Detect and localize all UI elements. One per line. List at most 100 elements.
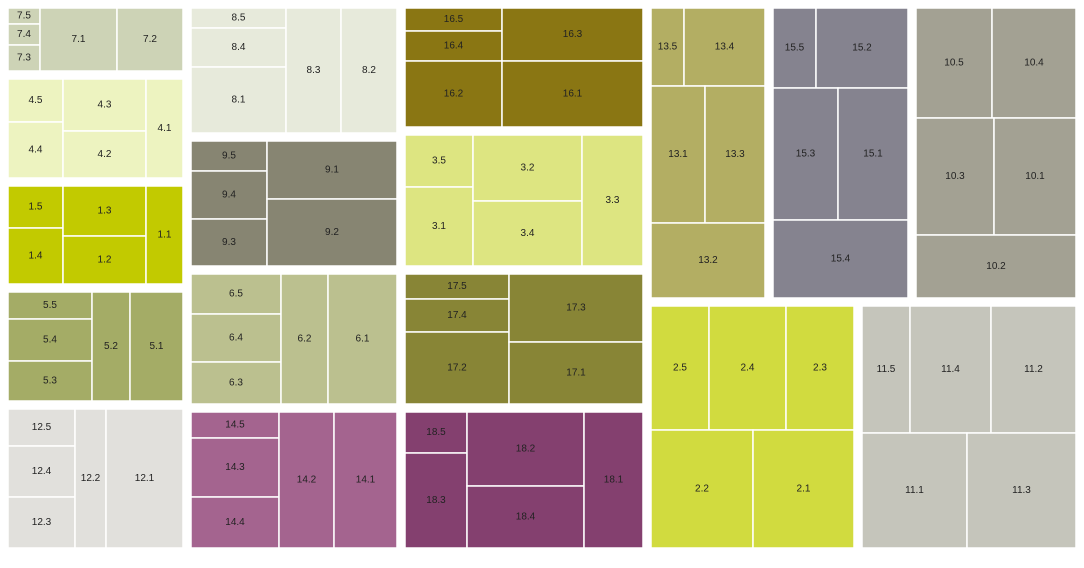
treemap-tile-15-2 <box>815 7 909 89</box>
treemap-tile-6-1 <box>327 273 398 405</box>
treemap-tile-label: 9.1 <box>325 165 339 176</box>
treemap-tile-1-5 <box>7 185 64 229</box>
treemap-group-15: 15.5 15.2 15.3 15.1 15.4 <box>772 7 909 299</box>
treemap-tile-label: 4.1 <box>158 123 172 134</box>
treemap-tile-label: 2.5 <box>673 363 687 374</box>
treemap-tile-label: 7.2 <box>143 34 157 45</box>
treemap-group-16: 16.5 16.4 16.2 16.3 16.1 <box>404 7 644 128</box>
treemap-tile-label: 7.4 <box>17 29 31 40</box>
treemap-tile-6-5 <box>190 273 282 315</box>
treemap-group-7: 7.5 7.4 7.3 7.1 7.2 <box>7 7 184 72</box>
treemap-tile-10-2 <box>915 234 1077 299</box>
treemap-group-6: 6.5 6.4 6.3 6.2 6.1 <box>190 273 398 405</box>
treemap-tile-label: 16.4 <box>444 41 464 52</box>
treemap-tile-7-2 <box>116 7 184 72</box>
treemap-tile-11-5 <box>861 305 911 434</box>
treemap-tile-6-2 <box>280 273 329 405</box>
treemap-tile-6-3 <box>190 361 282 405</box>
treemap-tile-5-1 <box>129 291 184 402</box>
treemap-tile-label: 1.4 <box>29 251 43 262</box>
treemap-tile-label: 10.2 <box>986 261 1006 272</box>
treemap-tile-14-1 <box>333 411 398 549</box>
treemap-tile-15-1 <box>837 87 909 221</box>
treemap-tile-18-5 <box>404 411 468 454</box>
treemap-tile-17-5 <box>404 273 510 300</box>
treemap-tile-label: 16.3 <box>563 29 583 40</box>
treemap-tile-11-1 <box>861 432 968 549</box>
treemap-tile-label: 11.5 <box>877 364 896 375</box>
treemap-tile-label: 8.4 <box>232 42 246 53</box>
treemap-tile-label: 7.3 <box>17 53 31 64</box>
treemap-tile-label: 14.3 <box>225 462 245 473</box>
treemap-tile-label: 3.5 <box>432 156 446 167</box>
treemap-tile-1-4 <box>7 227 64 285</box>
treemap-tile-12-1 <box>105 408 184 549</box>
treemap-tile-label: 2.4 <box>741 363 755 374</box>
treemap-tile-4-2 <box>62 130 147 179</box>
treemap-tile-label: 14.2 <box>297 475 317 486</box>
treemap-tile-10-5 <box>915 7 993 119</box>
treemap-group-4: 4.5 4.4 4.3 4.2 4.1 <box>7 78 184 179</box>
treemap-tile-17-1 <box>508 341 644 405</box>
treemap-tile-label: 4.4 <box>29 145 43 156</box>
treemap-tile-17-2 <box>404 331 510 405</box>
treemap-group-2: 2.5 2.4 2.3 2.2 2.1 <box>650 305 855 549</box>
treemap-tile-10-1 <box>993 117 1077 236</box>
treemap-tile-label: 11.4 <box>941 364 960 375</box>
treemap-tile-14-5 <box>190 411 280 439</box>
treemap-tile-label: 1.2 <box>98 255 112 266</box>
treemap-tile-label: 12.3 <box>32 517 52 528</box>
treemap-tile-label: 5.3 <box>43 376 57 387</box>
treemap-tile-label: 6.2 <box>298 334 312 345</box>
treemap-group-17: 17.5 17.4 17.2 17.3 17.1 <box>404 273 644 405</box>
treemap-tile-4-1 <box>145 78 184 179</box>
treemap-tile-10-4 <box>991 7 1077 119</box>
treemap-tile-label: 15.1 <box>863 149 883 160</box>
treemap-tile-5-2 <box>91 291 131 402</box>
treemap-tile-5-4 <box>7 318 93 362</box>
treemap-tile-label: 11.3 <box>1012 485 1031 496</box>
treemap-tile-12-5 <box>7 408 76 447</box>
treemap-group-18: 18.5 18.3 18.2 18.4 18.1 <box>404 411 644 549</box>
treemap-tile-9-2 <box>266 198 398 267</box>
treemap-tile-label: 13.3 <box>725 149 745 160</box>
treemap-tile-label: 5.2 <box>104 341 118 352</box>
treemap-tile-label: 11.1 <box>905 485 924 496</box>
treemap-group-11: 11.5 11.4 11.2 11.1 11.3 <box>861 305 1077 549</box>
treemap-tile-label: 12.1 <box>135 473 155 484</box>
treemap-tile-15-5 <box>772 7 817 89</box>
treemap-tile-16-2 <box>404 60 503 128</box>
treemap-tile-label: 8.3 <box>307 65 321 76</box>
treemap-tile-label: 10.3 <box>945 171 965 182</box>
treemap-tile-label: 6.1 <box>356 334 370 345</box>
treemap-tile-3-4 <box>472 200 583 267</box>
treemap-tile-label: 14.4 <box>225 517 245 528</box>
treemap-tile-9-1 <box>266 140 398 200</box>
treemap-tile-label: 8.1 <box>232 95 246 106</box>
treemap-tile-label: 17.4 <box>447 310 467 321</box>
treemap-tile-label: 9.4 <box>222 190 236 201</box>
treemap-tile-label: 18.2 <box>516 444 536 455</box>
treemap-tile-2-3 <box>785 305 855 431</box>
treemap-group-8: 8.5 8.4 8.1 8.3 8.2 <box>190 7 398 134</box>
treemap-tile-14-4 <box>190 496 280 549</box>
treemap-group-3: 3.5 3.1 3.2 3.4 3.3 <box>404 134 644 267</box>
treemap-tile-label: 2.3 <box>813 363 827 374</box>
treemap-tile-14-2 <box>278 411 335 549</box>
treemap-tile-label: 10.1 <box>1025 171 1045 182</box>
treemap-tiles: 7.57.47.37.1 7.28.58.48.18.3 8.216.516.416… <box>7 7 1077 549</box>
treemap-tile-3-3 <box>581 134 644 267</box>
treemap-tile-label: 3.4 <box>521 228 535 239</box>
treemap-group-12: 12.5 12.4 12.3 12.2 12.1 <box>7 408 184 549</box>
treemap-tile-16-1 <box>501 60 644 128</box>
treemap-tile-label: 2.1 <box>797 484 811 495</box>
treemap-tile-label: 14.1 <box>356 475 376 486</box>
treemap-tile-label: 8.5 <box>232 13 246 24</box>
treemap-tile-11-4 <box>909 305 992 434</box>
treemap-tile-18-3 <box>404 452 468 549</box>
treemap-group-10: 10.5 10.4 10.3 10.1 10.2 <box>915 7 1077 299</box>
treemap-tile-11-3 <box>966 432 1077 549</box>
treemap-tile-label: 5.5 <box>43 300 57 311</box>
treemap-tile-label: 10.4 <box>1024 58 1044 69</box>
